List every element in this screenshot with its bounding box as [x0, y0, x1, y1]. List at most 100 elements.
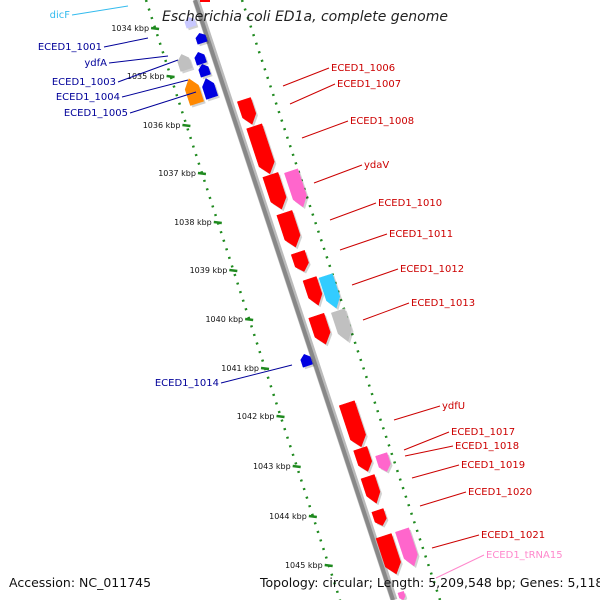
cds-forward-arrow: [338, 400, 366, 448]
leader-line: [117, 59, 179, 83]
map-title: Escherichia coli ED1a, complete genome: [162, 9, 448, 25]
cds-reverse-arrow: [198, 63, 211, 78]
cds-forward-arrow: [290, 249, 309, 272]
cds-forward-arrow: [246, 123, 275, 175]
gene-label-right: ydaV: [364, 160, 389, 171]
gene-label-right: ECED1_1006: [331, 63, 395, 74]
leader-line: [103, 37, 149, 48]
tick-label: 1035 kbp: [127, 72, 165, 81]
leader-line: [351, 268, 399, 286]
cds-forward-fragment: [200, 0, 210, 2]
gene-label-right: ECED1_1010: [378, 198, 442, 209]
gene-label-right: ECED1_1011: [389, 229, 453, 240]
cds-forward-arrow: [371, 508, 387, 526]
tick-label: 1041 kbp: [221, 364, 259, 373]
cds-forward-arrow: [302, 276, 323, 306]
gene-label-right: ECED1_tRNA15: [486, 550, 563, 561]
gene-label-left: ECED1_1003: [52, 77, 116, 88]
leader-line: [411, 464, 460, 479]
leader-line: [404, 445, 454, 457]
tick-mark: [308, 514, 317, 519]
tick-label: 1042 kbp: [237, 412, 275, 421]
gene-label-right: ECED1_1018: [455, 441, 519, 452]
track-dotted-line-inner: [144, 0, 342, 600]
tick-mark: [229, 268, 238, 273]
tick-label: 1037 kbp: [158, 169, 196, 178]
ncrna-gene-arrow: [318, 273, 341, 309]
gene-label-right: ECED1_1019: [461, 460, 525, 471]
gene-label-left: ECED1_1014: [155, 378, 219, 389]
cds-reverse-arrow: [194, 51, 207, 66]
leader-line: [403, 431, 450, 451]
gene-label-right: ydfU: [442, 401, 465, 412]
gene-label-left: ECED1_1005: [64, 108, 128, 119]
faint-feature-arrow: [184, 17, 197, 29]
cds-forward-arrow: [262, 172, 287, 210]
tick-label: 1043 kbp: [253, 462, 291, 471]
backbone-line: [193, 0, 395, 600]
cds-forward-arrow: [308, 312, 331, 345]
tick-label: 1038 kbp: [174, 218, 212, 227]
gene-label-right: ECED1_1021: [481, 530, 545, 541]
tick-label: 1040 kbp: [205, 315, 243, 324]
gene-label-left: dicF: [50, 10, 71, 21]
tick-label: 1039 kbp: [190, 266, 228, 275]
trna-gene-arrow: [375, 452, 391, 472]
cds-forward-arrow: [236, 97, 257, 125]
tick-label: 1034 kbp: [111, 24, 149, 33]
leader-line: [220, 364, 293, 384]
leader-line: [289, 83, 336, 105]
gene-label-right: ECED1_1012: [400, 264, 464, 275]
leader-line: [121, 79, 189, 98]
tick-mark: [244, 317, 254, 322]
gene-label-right: ECED1_1007: [337, 79, 401, 90]
tick-mark: [276, 414, 285, 419]
tick-mark: [260, 366, 270, 371]
leader-line: [362, 302, 410, 321]
leader-line: [419, 491, 467, 507]
cds-forward-arrow: [360, 474, 381, 504]
genome-summary-text: Topology: circular; Length: 5,209,548 bp…: [260, 575, 600, 590]
leader-line: [301, 120, 349, 139]
trna-gene-arrow: [395, 527, 418, 567]
leader-line: [329, 202, 377, 221]
tick-mark: [150, 26, 160, 31]
tick-mark: [292, 464, 301, 469]
cds-forward-arrow: [353, 446, 373, 472]
cds-forward-arrow: [276, 210, 301, 248]
tick-mark: [213, 220, 222, 225]
gene-label-left: ECED1_1004: [56, 92, 120, 103]
track-dotted-line-outer: [240, 0, 442, 600]
gene-label-right: ECED1_1017: [451, 427, 515, 438]
gene-label-right: ECED1_1020: [468, 487, 532, 498]
cds-reverse-arrow: [300, 353, 313, 368]
tick-label: 1045 kbp: [285, 561, 323, 570]
cds-reverse-arrow: [202, 78, 219, 100]
gene-label-left: ECED1_1001: [38, 42, 102, 53]
tick-label: 1044 kbp: [269, 512, 307, 521]
accession-text: Accession: NC_011745: [9, 575, 152, 590]
tick-mark: [324, 563, 333, 568]
leader-line: [129, 91, 197, 114]
tick-mark: [197, 171, 207, 176]
cds-forward-arrow: [375, 533, 401, 575]
gene-label-left: ydfA: [84, 58, 107, 69]
pseudogene-arrow: [330, 308, 352, 342]
gene-label-right: ECED1_1008: [350, 116, 414, 127]
pseudogene-arrow: [177, 54, 193, 72]
leader-line: [282, 67, 330, 87]
leader-line: [435, 554, 485, 579]
tick-mark: [166, 74, 175, 79]
tick-label: 1036 kbp: [143, 121, 181, 130]
cds-reverse-arrow: [195, 33, 208, 45]
leader-line: [393, 405, 441, 421]
trna-gene-arrow: [397, 590, 406, 600]
leader-line: [339, 233, 388, 251]
trna-gene-arrow: [284, 168, 307, 208]
leader-line: [431, 534, 480, 549]
leader-line: [71, 5, 129, 16]
tick-mark: [182, 123, 191, 128]
gene-label-right: ECED1_1013: [411, 298, 475, 309]
